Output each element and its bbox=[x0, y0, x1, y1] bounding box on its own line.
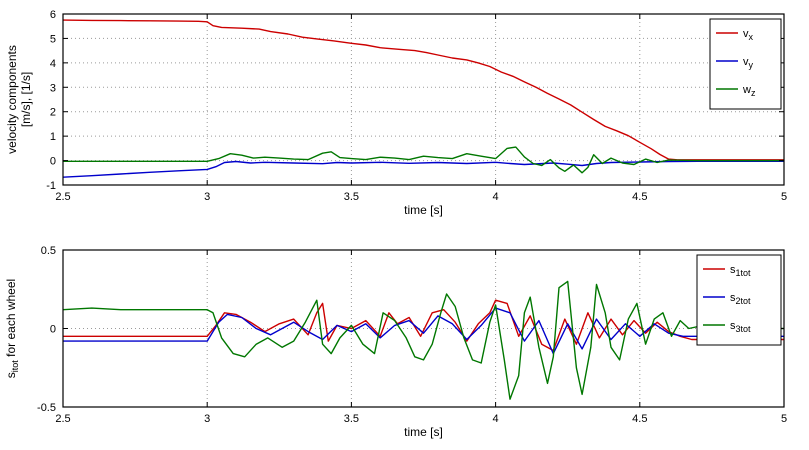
x-axis-label: time [s] bbox=[404, 425, 443, 439]
x-tick-label: 3 bbox=[204, 191, 210, 203]
x-tick-label: 5 bbox=[781, 413, 787, 425]
x-tick-label: 2.5 bbox=[55, 413, 70, 425]
x-tick-label: 4.5 bbox=[632, 191, 647, 203]
legend-label: s3tot bbox=[730, 320, 751, 334]
series-line-s_1tot bbox=[63, 299, 784, 352]
y-tick-label: -1 bbox=[46, 180, 56, 192]
y-axis-label: [m/s], [1/s] bbox=[19, 72, 33, 127]
legend-label: vy bbox=[743, 56, 754, 70]
series-line-v_x bbox=[62, 19, 784, 161]
legend-box bbox=[709, 18, 782, 110]
series-line-s_3tot bbox=[62, 280, 784, 400]
legend-label: wz bbox=[742, 84, 756, 98]
x-tick-label: 5 bbox=[781, 191, 787, 203]
y-tick-label: 1 bbox=[50, 131, 56, 143]
chart-bottom-slip-per-wheel: 2.5 3 3.5 4 4.5 5 -0.5 0 0.5 time [s] sitot for ea… bbox=[4, 245, 787, 439]
series-line-s_2tot bbox=[63, 307, 784, 355]
x-tick-label: 3.5 bbox=[344, 413, 359, 425]
y-tick-label: 0 bbox=[50, 324, 56, 336]
legend-label: s2tot bbox=[730, 292, 751, 306]
y-tick-label: 5 bbox=[50, 33, 56, 45]
y-axis-label: velocity components bbox=[5, 45, 19, 154]
series-line-w_z bbox=[63, 146, 784, 174]
y-tick-label: 0 bbox=[50, 156, 56, 168]
x-tick-label: 3 bbox=[204, 413, 210, 425]
x-axis-label: time [s] bbox=[404, 203, 443, 217]
y-tick-label: 6 bbox=[50, 9, 56, 21]
x-tick-label: 4.5 bbox=[632, 413, 647, 425]
legend-label: s1tot bbox=[730, 264, 751, 278]
x-tick-label: 3.5 bbox=[344, 191, 359, 203]
axes-box bbox=[62, 13, 785, 186]
y-tick-label: -0.5 bbox=[37, 402, 56, 414]
x-tick-label: 4 bbox=[493, 413, 499, 425]
x-tick-label: 4 bbox=[493, 191, 499, 203]
y-tick-label: 0.5 bbox=[41, 245, 56, 257]
y-tick-label: 4 bbox=[50, 58, 56, 70]
legend-box bbox=[696, 254, 782, 346]
series-line-v_y bbox=[62, 160, 784, 178]
y-tick-label: 2 bbox=[50, 107, 56, 119]
y-tick-label: 3 bbox=[50, 82, 56, 94]
legend-label: vx bbox=[743, 28, 754, 42]
x-tick-label: 2.5 bbox=[55, 191, 70, 203]
chart-top-velocity-components: 2.5 3 3.5 4 4.5 5 -1 0 1 2 3 4 5 6 time [s] velocity co… bbox=[5, 9, 787, 217]
y-axis-label: sitot for each wheel bbox=[4, 279, 20, 378]
